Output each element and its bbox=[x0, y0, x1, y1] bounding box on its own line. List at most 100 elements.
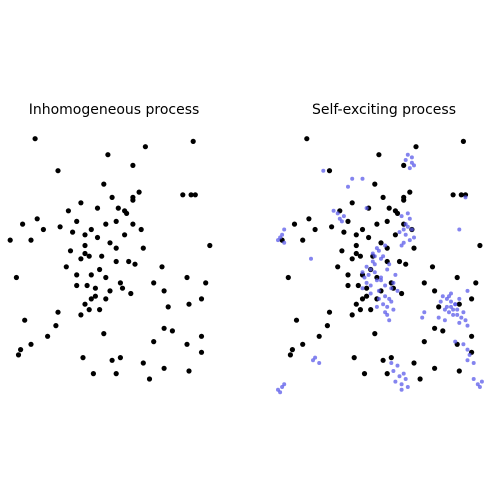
point-triggered-events bbox=[387, 262, 392, 267]
point-immigrant-events bbox=[380, 357, 386, 363]
point-triggered-events bbox=[403, 232, 408, 237]
point-triggered-events bbox=[379, 278, 383, 283]
point-events bbox=[203, 280, 209, 286]
point-immigrant-events bbox=[421, 280, 427, 286]
point-triggered-events bbox=[477, 385, 482, 389]
point-triggered-events bbox=[449, 304, 453, 309]
point-immigrant-events bbox=[351, 355, 357, 361]
point-events bbox=[78, 200, 84, 206]
point-triggered-events bbox=[385, 304, 390, 309]
point-triggered-events bbox=[453, 302, 458, 307]
point-events bbox=[151, 280, 157, 286]
point-events bbox=[82, 250, 88, 257]
point-events bbox=[130, 221, 136, 227]
point-events bbox=[117, 280, 123, 286]
point-events bbox=[161, 288, 167, 294]
point-immigrant-events bbox=[396, 258, 403, 265]
point-triggered-events bbox=[383, 243, 388, 248]
point-events bbox=[113, 245, 119, 251]
point-events bbox=[70, 229, 76, 235]
point-immigrant-events bbox=[289, 347, 295, 353]
point-triggered-events bbox=[360, 270, 365, 275]
point-immigrant-events bbox=[324, 323, 330, 329]
point-events bbox=[146, 376, 153, 382]
point-immigrant-events bbox=[349, 200, 355, 206]
point-triggered-events bbox=[350, 176, 355, 181]
point-triggered-events bbox=[360, 286, 365, 291]
point-events bbox=[188, 192, 194, 198]
point-triggered-events bbox=[372, 254, 377, 259]
point-triggered-events bbox=[364, 280, 369, 285]
point-immigrant-events bbox=[374, 221, 380, 227]
point-triggered-events bbox=[438, 299, 443, 304]
point-immigrant-events bbox=[392, 232, 398, 238]
point-triggered-events bbox=[405, 224, 410, 229]
point-triggered-events bbox=[374, 246, 379, 251]
point-events bbox=[97, 266, 103, 273]
point-immigrant-events bbox=[440, 328, 446, 334]
point-triggered-events bbox=[385, 312, 390, 317]
panel-title-inhomogeneous: Inhomogeneous process bbox=[29, 102, 200, 118]
point-triggered-events bbox=[399, 243, 404, 248]
point-events bbox=[138, 226, 144, 233]
point-events bbox=[109, 194, 115, 200]
point-immigrant-events bbox=[417, 376, 423, 382]
point-triggered-events bbox=[321, 168, 326, 173]
point-triggered-events bbox=[420, 315, 425, 320]
point-events bbox=[78, 312, 84, 318]
point-triggered-events bbox=[405, 152, 410, 157]
point-events bbox=[82, 232, 88, 238]
point-triggered-events bbox=[391, 369, 396, 373]
panel-inhomogeneous: Inhomogeneous process bbox=[7, 102, 213, 382]
point-immigrant-events bbox=[300, 237, 306, 243]
point-events bbox=[161, 325, 167, 331]
point-triggered-events bbox=[459, 315, 464, 320]
point-immigrant-events bbox=[357, 307, 363, 313]
point-events bbox=[169, 328, 175, 334]
point-events bbox=[65, 208, 71, 214]
point-triggered-events bbox=[383, 294, 388, 299]
point-immigrant-events bbox=[345, 282, 351, 289]
point-immigrant-events bbox=[432, 365, 438, 371]
point-triggered-events bbox=[381, 254, 386, 259]
point-immigrant-events bbox=[329, 224, 335, 230]
point-triggered-events bbox=[317, 361, 322, 365]
point-immigrant-events bbox=[384, 218, 390, 224]
point-events bbox=[119, 285, 126, 291]
point-events bbox=[67, 248, 74, 254]
point-events bbox=[80, 355, 86, 361]
point-events bbox=[113, 258, 119, 265]
point-immigrant-events bbox=[355, 282, 361, 289]
point-immigrant-events bbox=[450, 192, 456, 198]
point-triggered-events bbox=[331, 208, 336, 213]
point-immigrant-events bbox=[376, 152, 382, 158]
point-triggered-events bbox=[407, 216, 412, 221]
point-events bbox=[18, 347, 24, 353]
point-events bbox=[124, 210, 130, 216]
point-immigrant-events bbox=[473, 280, 479, 286]
point-events bbox=[105, 152, 111, 158]
point-triggered-events bbox=[393, 272, 398, 277]
point-triggered-events bbox=[393, 379, 398, 384]
point-immigrant-events bbox=[353, 242, 359, 249]
point-immigrant-events bbox=[394, 210, 401, 216]
point-triggered-events bbox=[385, 267, 390, 272]
point-triggered-events bbox=[436, 315, 441, 320]
point-triggered-events bbox=[457, 320, 462, 325]
point-immigrant-events bbox=[401, 197, 407, 203]
point-triggered-events bbox=[451, 307, 456, 312]
point-triggered-events bbox=[409, 160, 414, 165]
point-immigrant-events bbox=[357, 253, 363, 259]
point-immigrant-events bbox=[312, 226, 318, 233]
point-events bbox=[53, 323, 59, 329]
point-triggered-events bbox=[372, 270, 377, 275]
point-events bbox=[190, 138, 196, 144]
point-triggered-events bbox=[455, 312, 460, 317]
point-triggered-events bbox=[341, 214, 346, 219]
point-immigrant-events bbox=[436, 304, 442, 310]
point-events bbox=[20, 221, 26, 227]
point-triggered-events bbox=[453, 339, 458, 344]
point-triggered-events bbox=[461, 342, 466, 347]
point-events bbox=[140, 360, 146, 366]
scatter-plot-inhomogeneous bbox=[7, 136, 213, 382]
